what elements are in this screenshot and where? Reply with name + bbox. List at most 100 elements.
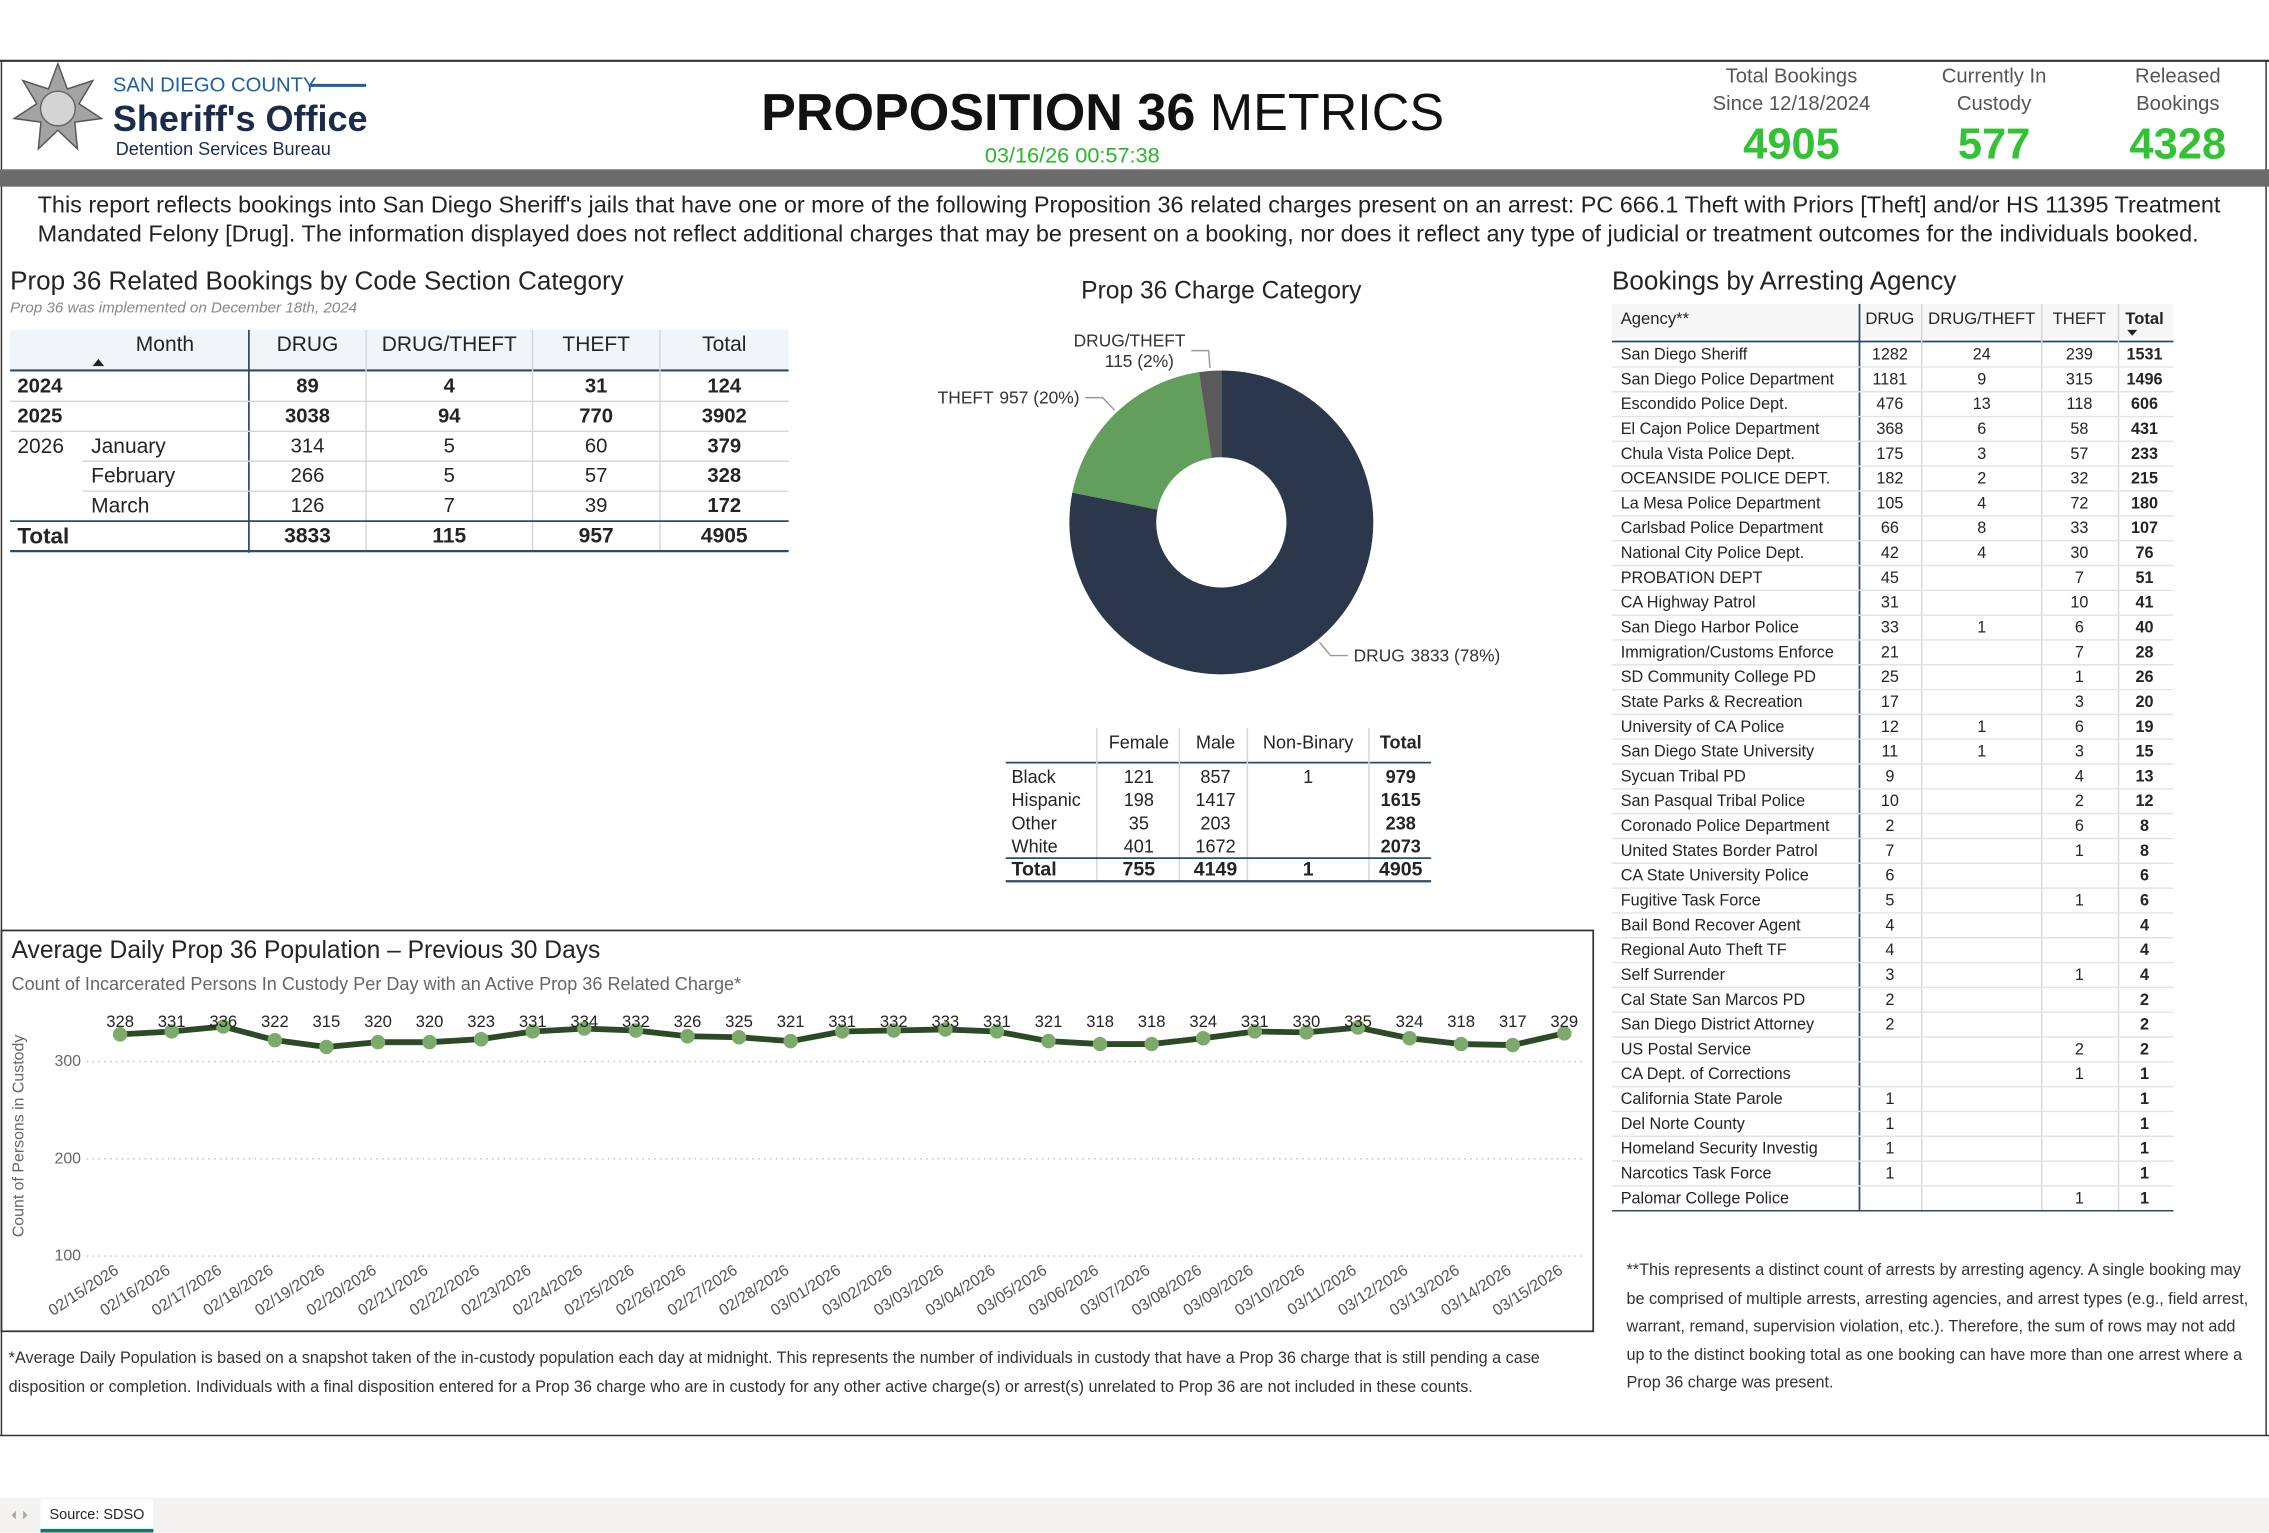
row-label: University of CA Police bbox=[1621, 718, 1785, 736]
data-label: 331 bbox=[519, 1012, 547, 1031]
cell: 1 bbox=[2140, 1165, 2149, 1183]
cell: 1 bbox=[2140, 1090, 2149, 1108]
data-point bbox=[1041, 1033, 1056, 1049]
cell: 4149 bbox=[1194, 859, 1238, 881]
cell: 3 bbox=[2075, 743, 2084, 761]
cell: 3833 bbox=[284, 525, 331, 548]
data-label: 320 bbox=[364, 1012, 392, 1031]
cell: 72 bbox=[2070, 494, 2088, 512]
table-header-bg bbox=[10, 329, 789, 371]
tab-scroll-left bbox=[11, 1510, 16, 1520]
data-label: 322 bbox=[261, 1012, 289, 1031]
sort-indicator bbox=[2127, 329, 2138, 336]
row-label: Immigration/Customs Enforce bbox=[1621, 643, 1834, 661]
column-header: THEFT bbox=[562, 333, 630, 356]
cell: 979 bbox=[1386, 767, 1416, 787]
cell: 42 bbox=[1881, 544, 1899, 562]
data-point bbox=[370, 1034, 386, 1050]
cell: 5 bbox=[1885, 892, 1894, 910]
data-label: DRUG/THEFT 115 (2%) bbox=[1074, 331, 1186, 371]
row-label: United States Border Patrol bbox=[1621, 842, 1818, 860]
row-label: CA State University Police bbox=[1621, 867, 1809, 885]
cell: 4 bbox=[1885, 941, 1894, 959]
cell: 4 bbox=[2140, 941, 2149, 959]
column-header: Male bbox=[1196, 732, 1235, 752]
cell: 2 bbox=[2140, 1016, 2149, 1034]
page-tab[interactable] bbox=[40, 1499, 154, 1533]
logo-seal bbox=[39, 90, 76, 127]
row-label: State Parks & Recreation bbox=[1621, 693, 1803, 711]
cell: 13 bbox=[2136, 767, 2154, 785]
data-point bbox=[1453, 1036, 1469, 1052]
cell: 32 bbox=[2070, 470, 2088, 488]
cell: 57 bbox=[2070, 445, 2088, 463]
description: This report reflects bookings into San D… bbox=[37, 192, 2221, 248]
data-label: 329 bbox=[1550, 1012, 1578, 1031]
cell: 2 bbox=[1977, 470, 1986, 488]
row-label: US Postal Service bbox=[1621, 1040, 1751, 1058]
data-label: 332 bbox=[880, 1012, 908, 1031]
cell: 1181 bbox=[1872, 370, 1907, 388]
data-label: 332 bbox=[622, 1012, 650, 1031]
row-label: Self Surrender bbox=[1621, 966, 1726, 984]
data-label: 324 bbox=[1189, 1012, 1217, 1031]
cell: 6 bbox=[2140, 892, 2149, 910]
cell: 126 bbox=[291, 495, 325, 517]
text-label: SAN DIEGO COUNTY bbox=[113, 74, 317, 96]
cell: 7 bbox=[444, 495, 455, 517]
cell: 266 bbox=[291, 465, 325, 487]
cell: 2 bbox=[2140, 1040, 2149, 1058]
tab-label[interactable]: Source: SDSO bbox=[50, 1507, 145, 1523]
row-label: February bbox=[91, 465, 175, 488]
cell: 4 bbox=[2140, 916, 2149, 934]
data-point bbox=[422, 1034, 437, 1050]
cell: 4 bbox=[1977, 494, 1986, 512]
label-category: THEFT bbox=[938, 388, 994, 408]
cell: 315 bbox=[2066, 370, 2093, 388]
cell: 175 bbox=[1876, 445, 1903, 463]
cell: 24 bbox=[1973, 346, 1991, 364]
cell: 4 bbox=[444, 375, 456, 397]
row-label: PROBATION DEPT bbox=[1621, 569, 1763, 587]
cell: 105 bbox=[1876, 494, 1903, 512]
cell: 39 bbox=[585, 495, 608, 517]
data-point bbox=[473, 1031, 489, 1047]
row-label: Coronado Police Department bbox=[1621, 817, 1830, 835]
cell: 379 bbox=[707, 435, 741, 457]
cell: 35 bbox=[1129, 813, 1149, 833]
cell: 25 bbox=[1881, 668, 1899, 686]
column-header: Total bbox=[1380, 732, 1422, 752]
row-label: Black bbox=[1012, 767, 1057, 787]
label-category: DRUG bbox=[1354, 646, 1405, 666]
cell: 2 bbox=[2075, 792, 2084, 810]
cell: 4905 bbox=[1379, 859, 1423, 881]
cell: 57 bbox=[585, 465, 608, 487]
cell: 33 bbox=[2070, 519, 2088, 537]
cell: 1672 bbox=[1195, 837, 1235, 857]
cell: 94 bbox=[438, 405, 461, 427]
data-label: 334 bbox=[570, 1012, 598, 1031]
cell: 3 bbox=[2075, 693, 2084, 711]
chart-subtitle: Count of Incarcerated Persons In Custody… bbox=[12, 974, 742, 994]
cell: 1 bbox=[1977, 743, 1986, 761]
data-label: 331 bbox=[983, 1012, 1011, 1031]
row-label: San Diego Sheriff bbox=[1621, 346, 1748, 364]
row-label: March bbox=[91, 495, 149, 518]
cell: 1 bbox=[1885, 1140, 1894, 1158]
cell: 33 bbox=[1881, 619, 1899, 637]
cell: 7 bbox=[1885, 842, 1894, 860]
cell: 20 bbox=[2136, 693, 2154, 711]
cell: 368 bbox=[1876, 420, 1903, 438]
cell: 4 bbox=[1885, 916, 1894, 934]
column-header: Month bbox=[136, 333, 194, 356]
row-label: CA Dept. of Corrections bbox=[1621, 1065, 1791, 1083]
divider-band bbox=[0, 169, 2269, 187]
data-point bbox=[938, 1022, 953, 1037]
data-label: THEFT 957 (20%) bbox=[938, 388, 1080, 408]
cell: 1496 bbox=[2127, 370, 2163, 388]
row-label: Other bbox=[1012, 813, 1057, 833]
table-subtitle: Prop 36 was implemented on December 18th… bbox=[10, 300, 357, 317]
row-label: Chula Vista Police Dept. bbox=[1621, 445, 1795, 463]
cell: 238 bbox=[1386, 813, 1416, 833]
cell: 3902 bbox=[702, 405, 747, 427]
